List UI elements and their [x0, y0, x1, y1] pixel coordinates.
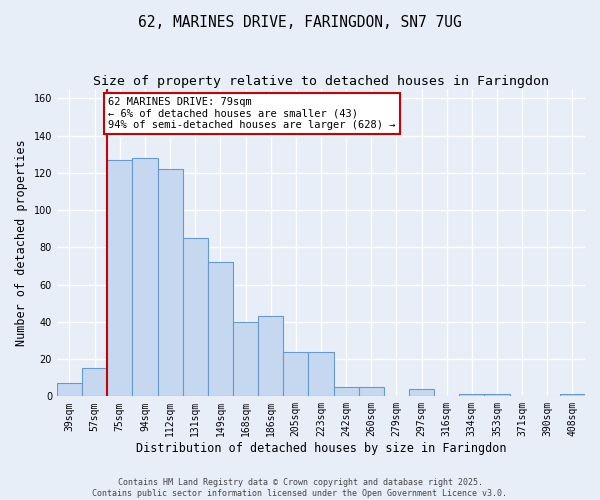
Bar [560, 394, 585, 396]
Bar [57, 384, 82, 396]
Bar [409, 389, 434, 396]
Bar [283, 352, 308, 397]
Bar [107, 160, 133, 396]
Bar [484, 394, 509, 396]
Bar [459, 394, 484, 396]
Bar [308, 352, 334, 397]
X-axis label: Distribution of detached houses by size in Faringdon: Distribution of detached houses by size … [136, 442, 506, 455]
Bar [158, 169, 182, 396]
Bar [133, 158, 158, 396]
Text: 62, MARINES DRIVE, FARINGDON, SN7 7UG: 62, MARINES DRIVE, FARINGDON, SN7 7UG [138, 15, 462, 30]
Bar [359, 387, 384, 396]
Title: Size of property relative to detached houses in Faringdon: Size of property relative to detached ho… [93, 75, 549, 88]
Y-axis label: Number of detached properties: Number of detached properties [15, 140, 28, 346]
Bar [233, 322, 258, 396]
Bar [208, 262, 233, 396]
Bar [82, 368, 107, 396]
Text: Contains HM Land Registry data © Crown copyright and database right 2025.
Contai: Contains HM Land Registry data © Crown c… [92, 478, 508, 498]
Bar [258, 316, 283, 396]
Bar [182, 238, 208, 396]
Bar [334, 387, 359, 396]
Text: 62 MARINES DRIVE: 79sqm
← 6% of detached houses are smaller (43)
94% of semi-det: 62 MARINES DRIVE: 79sqm ← 6% of detached… [109, 97, 396, 130]
